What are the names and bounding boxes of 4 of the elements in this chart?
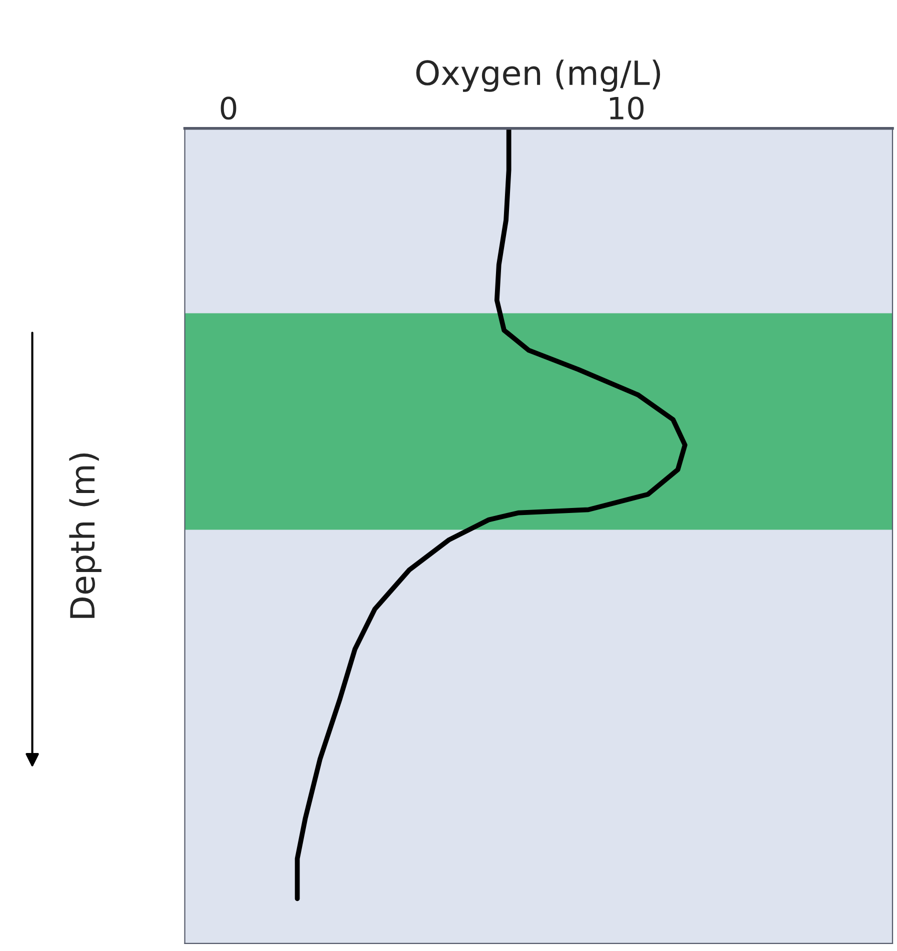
x-tick-label: 0 bbox=[220, 96, 236, 120]
x-axis-title: Oxygen (mg/L) bbox=[416, 60, 660, 92]
y-axis-title: Depth (m) bbox=[69, 453, 102, 618]
x-tick-label: 10 bbox=[610, 96, 644, 120]
